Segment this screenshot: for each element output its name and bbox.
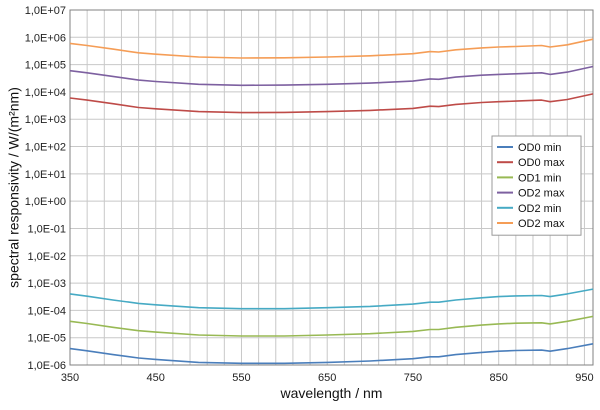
y-tick-label: 1,0E-04 bbox=[27, 305, 66, 317]
y-tick-label: 1,0E-05 bbox=[27, 333, 66, 345]
y-tick-label: 1,0E-03 bbox=[27, 278, 66, 290]
x-tick-label: 650 bbox=[318, 372, 336, 384]
series-line-od1-min bbox=[69, 315, 594, 337]
legend-label: OD0 max bbox=[518, 157, 565, 169]
y-tick-label: 1,0E+03 bbox=[25, 114, 66, 126]
plot-area-frame bbox=[69, 9, 594, 366]
legend-box bbox=[491, 135, 582, 236]
x-axis-ticks: 350 450 550 650 750 850 950 bbox=[61, 372, 594, 384]
x-tick-label: 350 bbox=[61, 372, 79, 384]
x-tick-label: 750 bbox=[404, 372, 422, 384]
y-tick-label: 1,0E+02 bbox=[25, 142, 66, 154]
y-tick-label: 1,0E+06 bbox=[25, 32, 66, 44]
legend-label: OD0 min bbox=[518, 142, 561, 154]
y-tick-label: 1,0E+05 bbox=[25, 60, 66, 72]
y-tick-label: 1,0E-02 bbox=[27, 251, 66, 263]
x-tick-label: 950 bbox=[575, 372, 593, 384]
legend-label: OD2 min bbox=[518, 203, 561, 215]
series-lines bbox=[69, 38, 594, 365]
series-line-od2-max bbox=[69, 65, 594, 87]
y-tick-label: 1,0E-01 bbox=[27, 223, 66, 235]
legend-label: OD2 max bbox=[518, 218, 565, 230]
legend-label: OD1 min bbox=[518, 172, 561, 184]
x-tick-label: 850 bbox=[490, 372, 508, 384]
series-line-od2-min bbox=[69, 288, 594, 310]
legend-label: OD2 max bbox=[518, 188, 565, 200]
y-tick-label: 1,0E+04 bbox=[25, 87, 66, 99]
y-axis-title: spectral responsivity / W/(m²nm) bbox=[6, 87, 22, 288]
series-line-od0-max bbox=[69, 93, 594, 114]
y-tick-label: 1,0E+01 bbox=[25, 169, 66, 181]
y-axis-ticks: 1,0E+07 1,0E+06 1,0E+05 1,0E+04 1,0E+03 1,0E+… bbox=[25, 5, 66, 372]
legend: OD0 min OD0 max OD1 min OD2 max OD2 min OD2 m… bbox=[491, 135, 582, 236]
x-tick-label: 450 bbox=[147, 372, 165, 384]
series-line-od2-max bbox=[69, 38, 594, 59]
y-tick-label: 1,0E+00 bbox=[25, 196, 66, 208]
x-axis-title: wavelength / nm bbox=[280, 385, 383, 401]
y-tick-label: 1,0E+07 bbox=[25, 5, 66, 17]
y-tick-label: 1,0E-06 bbox=[27, 360, 66, 372]
series-line-od0-min bbox=[69, 343, 594, 365]
x-tick-label: 550 bbox=[232, 372, 250, 384]
